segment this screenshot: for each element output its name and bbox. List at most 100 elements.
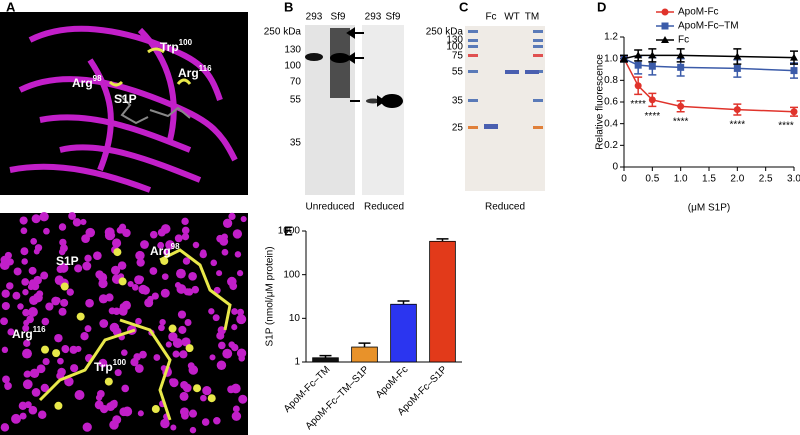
atom — [62, 346, 69, 354]
point — [790, 67, 798, 75]
panel-label: E — [284, 223, 293, 238]
atom — [81, 234, 90, 244]
atom — [174, 282, 182, 289]
atom — [104, 227, 115, 238]
y-tick-label: 0.2 — [604, 140, 618, 151]
caption: Reduced — [364, 202, 404, 213]
atom — [231, 324, 238, 331]
atom — [45, 302, 54, 311]
atom — [11, 413, 21, 424]
atom — [23, 370, 32, 378]
caption: Reduced — [485, 202, 525, 213]
atom — [163, 249, 170, 256]
atom — [231, 411, 242, 421]
atom — [160, 418, 170, 429]
atom — [165, 341, 172, 348]
atom — [218, 341, 226, 350]
residue-number: 98 — [171, 242, 180, 251]
atom — [0, 317, 8, 326]
atom — [188, 409, 198, 418]
atom — [113, 248, 122, 257]
atom — [85, 298, 94, 308]
point — [661, 22, 669, 30]
atom — [168, 332, 178, 342]
atom — [1, 289, 10, 298]
atom — [69, 345, 78, 354]
atom — [4, 383, 11, 391]
lane-label: WT — [504, 12, 520, 23]
point — [790, 108, 798, 116]
atom — [182, 257, 191, 265]
atom — [127, 280, 134, 288]
residue-label: Trp100 — [94, 358, 127, 374]
point — [661, 36, 669, 43]
atom — [192, 241, 200, 249]
atom — [140, 240, 149, 249]
marker-label: 100 — [284, 61, 301, 72]
atom — [40, 383, 49, 393]
atom — [193, 384, 202, 393]
atom — [213, 416, 221, 425]
atom — [43, 227, 50, 235]
y-tick-label: 1.0 — [604, 53, 618, 64]
significance: **** — [673, 116, 689, 127]
atom — [33, 275, 42, 285]
atom — [31, 388, 41, 397]
atom — [57, 367, 66, 377]
atom — [97, 390, 105, 398]
marker-label: 250 kDa — [264, 27, 302, 38]
ribbon-strands — [9, 25, 238, 193]
atom — [234, 251, 242, 258]
legend-label: ApoM-Fc — [678, 7, 719, 18]
atom — [139, 350, 147, 359]
ligand-label: S1P — [114, 92, 137, 106]
band — [505, 70, 519, 74]
residue-label: Arg98 — [72, 74, 102, 90]
atom — [213, 286, 221, 294]
residue-number: 98 — [93, 74, 102, 83]
atom — [6, 258, 14, 266]
atom — [157, 241, 165, 249]
band — [484, 124, 498, 129]
atom — [6, 282, 14, 290]
residue-number: 116 — [199, 64, 212, 73]
atom — [118, 277, 127, 286]
x-tick-label: 0.5 — [645, 174, 659, 185]
atom — [232, 229, 243, 239]
atom — [191, 285, 200, 294]
atom — [93, 251, 102, 261]
atom — [94, 400, 104, 410]
atom — [160, 224, 171, 234]
atom — [13, 267, 22, 276]
residue-name: Arg — [72, 76, 93, 90]
atom — [111, 399, 118, 407]
y-tick-label: 100 — [283, 269, 300, 280]
atom — [236, 348, 247, 358]
atom — [227, 276, 237, 287]
atom — [111, 265, 121, 275]
x-tick-label: 1.0 — [674, 174, 688, 185]
atom — [84, 325, 92, 333]
atom — [34, 244, 43, 252]
y-tick-label: 0.4 — [604, 118, 618, 129]
atom — [29, 368, 40, 379]
atom — [36, 290, 44, 298]
atom — [149, 267, 158, 275]
residue-label: Arg116 — [12, 325, 46, 341]
atom — [82, 261, 92, 271]
point — [648, 51, 657, 59]
atom — [121, 349, 128, 356]
atom — [153, 354, 161, 361]
atom — [169, 378, 179, 388]
residue-sticks — [38, 248, 232, 421]
x-tick-label: 2.0 — [730, 174, 744, 185]
atom — [41, 345, 50, 354]
atom — [228, 212, 236, 221]
marker-label: 25 — [452, 123, 464, 134]
atom — [98, 294, 108, 304]
caption: Unreduced — [306, 202, 355, 213]
atom — [60, 282, 69, 291]
atom — [30, 238, 38, 245]
atom — [2, 375, 10, 384]
